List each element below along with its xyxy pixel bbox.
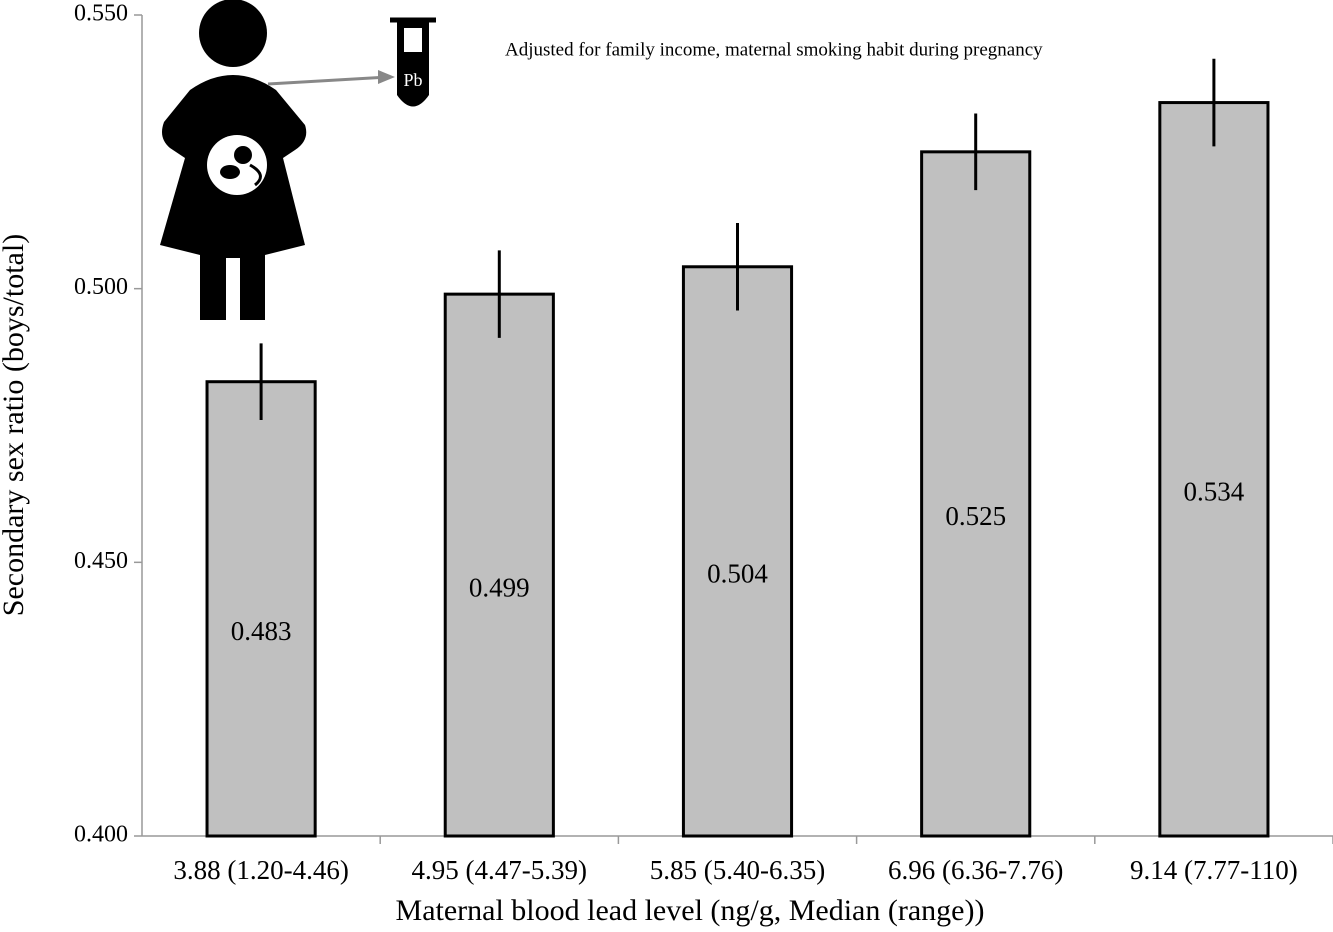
y-tick-label: 0.400 bbox=[74, 822, 128, 848]
y-tick-label: 0.450 bbox=[74, 548, 128, 574]
bar bbox=[443, 292, 555, 838]
x-tick-label: 4.95 (4.47-5.39) bbox=[412, 855, 587, 885]
x-axis-title: Maternal blood lead level (ng/g, Median … bbox=[396, 894, 985, 927]
bar bbox=[205, 380, 317, 838]
annotation: Adjusted for family income, maternal smo… bbox=[505, 39, 1043, 60]
y-tick-label: 0.500 bbox=[74, 274, 128, 300]
x-tick-label: 3.88 (1.20-4.46) bbox=[173, 855, 348, 885]
value-label: 0.499 bbox=[469, 572, 530, 602]
y-tick-label: 0.550 bbox=[74, 1, 128, 27]
bar bbox=[920, 150, 1032, 838]
x-tick-label: 9.14 (7.77-110) bbox=[1130, 855, 1298, 885]
value-label: 0.483 bbox=[231, 616, 292, 646]
value-label: 0.525 bbox=[945, 501, 1006, 531]
value-label: 0.534 bbox=[1184, 476, 1245, 506]
y-axis-title: Secondary sex ratio (boys/total) bbox=[0, 234, 30, 616]
value-label: 0.504 bbox=[707, 559, 768, 589]
x-tick-label: 6.96 (6.36-7.76) bbox=[888, 855, 1063, 885]
bar bbox=[681, 265, 794, 838]
pregnant-woman-icon bbox=[160, 0, 436, 320]
icon-label: Pb bbox=[403, 70, 422, 90]
bar bbox=[1158, 101, 1270, 838]
x-tick-label: 5.85 (5.40-6.35) bbox=[650, 855, 825, 885]
